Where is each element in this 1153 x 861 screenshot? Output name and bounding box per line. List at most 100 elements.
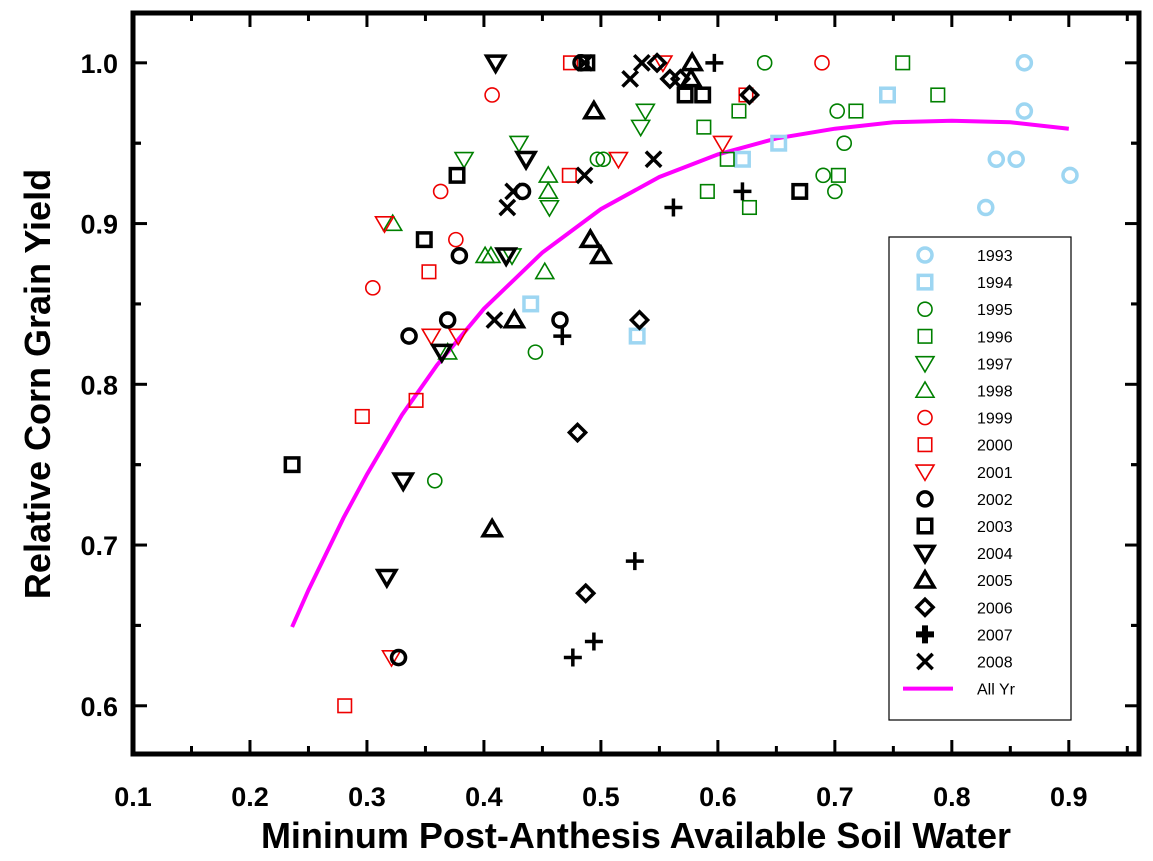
point-1995 (426, 472, 443, 489)
point-2007 (733, 182, 752, 201)
point-1996 (741, 199, 758, 216)
x-tick-label: 0.9 (1050, 782, 1088, 812)
point-2003 (578, 54, 596, 72)
legend-marker-2002 (916, 490, 934, 508)
point-1993 (976, 198, 995, 217)
point-1998 (437, 342, 459, 360)
point-2008 (485, 311, 504, 329)
legend-marker-1999 (917, 409, 933, 426)
point-1999 (432, 183, 449, 200)
point-2005 (480, 516, 505, 538)
legend-label-1994: 1994 (977, 275, 1013, 292)
point-1999 (364, 280, 381, 296)
point-2000 (421, 264, 437, 280)
point-1997 (630, 119, 652, 138)
point-2003 (676, 86, 694, 104)
point-1996 (830, 167, 846, 183)
legend-marker-1996 (917, 328, 933, 344)
legend-label-1995: 1995 (977, 302, 1013, 319)
point-2007 (625, 552, 644, 571)
point-2004 (429, 343, 454, 365)
point-1999 (484, 87, 500, 103)
point-1994 (522, 295, 540, 313)
point-2000 (354, 408, 370, 425)
point-1997 (453, 151, 475, 170)
point-2003 (448, 166, 466, 184)
legend-label-2000: 2000 (977, 438, 1013, 455)
point-1995 (827, 183, 843, 200)
legend-marker-2000 (917, 437, 933, 453)
legend-marker-2003 (916, 517, 934, 535)
legend-marker-2004 (912, 544, 938, 566)
legend-label-2002: 2002 (977, 492, 1013, 509)
point-2008 (575, 166, 594, 185)
point-1995 (595, 151, 612, 168)
point-2000 (337, 698, 353, 714)
point-2008 (498, 198, 517, 217)
point-2008 (621, 70, 640, 88)
data-points (283, 50, 1079, 714)
point-2001 (381, 650, 402, 668)
point-2007 (584, 632, 603, 651)
y-tick-label: 0.8 (80, 370, 118, 400)
point-2001 (652, 55, 674, 73)
legend-label-2008: 2008 (977, 655, 1013, 672)
point-1995 (829, 103, 846, 119)
point-1994 (733, 150, 751, 168)
point-1993 (1061, 166, 1079, 185)
point-2003 (283, 456, 301, 474)
point-1995 (815, 167, 831, 184)
legend-label-2003: 2003 (977, 519, 1013, 536)
point-1993 (987, 150, 1006, 169)
point-2006 (628, 309, 651, 331)
legend-label-1996: 1996 (977, 329, 1013, 346)
point-1997 (508, 135, 530, 154)
point-2006 (646, 52, 668, 74)
point-1998 (480, 245, 502, 264)
point-1996 (719, 151, 735, 167)
point-2001 (608, 151, 629, 170)
point-2005 (680, 50, 705, 72)
point-2004 (513, 150, 539, 172)
point-2004 (494, 247, 519, 268)
x-tick-label: 0.5 (582, 782, 620, 812)
point-2004 (374, 568, 399, 590)
legend-marker-1993 (916, 246, 934, 264)
legend-label-1993: 1993 (977, 248, 1013, 265)
point-1994 (628, 327, 646, 345)
x-tick-label: 0.1 (114, 782, 152, 812)
point-1996 (699, 183, 715, 199)
legend-label-1999: 1999 (977, 411, 1013, 428)
legend-marker-1997 (914, 355, 936, 374)
legend-marker-2001 (914, 464, 936, 482)
point-1996 (930, 87, 946, 103)
fit-curve-layer (290, 118, 1070, 628)
point-2006 (738, 84, 761, 106)
point-2003 (791, 182, 809, 200)
legend-marker-2007 (916, 625, 934, 644)
legend: 1993 1994 1995 1996 1997 1998 1999 2000 2001 2002… (888, 236, 1072, 721)
point-1998 (537, 165, 559, 183)
point-2008 (632, 53, 651, 72)
legend-marker-1994 (916, 273, 934, 291)
legend-marker-2005 (912, 568, 938, 589)
legend-label-2005: 2005 (977, 573, 1013, 590)
x-tick-label: 0.8 (933, 782, 971, 812)
point-2007 (664, 198, 683, 217)
point-2003 (415, 231, 433, 249)
axis-ticks: 0.1 0.2 0.3 0.4 0.5 0.6 0.7 0.8 0.9 0.6 0.7 0.8 0.9 1… (80, 13, 1139, 812)
point-1998 (537, 181, 559, 199)
point-2000 (561, 167, 577, 183)
legend-marker-2006 (914, 596, 936, 618)
point-2006 (566, 421, 589, 444)
legend-label-2004: 2004 (977, 546, 1013, 563)
point-1993 (1007, 150, 1025, 169)
legend-marker-1998 (914, 380, 936, 399)
y-tick-label: 0.7 (80, 531, 118, 561)
point-2007 (563, 648, 582, 667)
point-2001 (447, 328, 469, 347)
point-1998 (534, 261, 556, 280)
point-1996 (696, 119, 712, 135)
fit-curve-all-yr (290, 118, 1070, 628)
